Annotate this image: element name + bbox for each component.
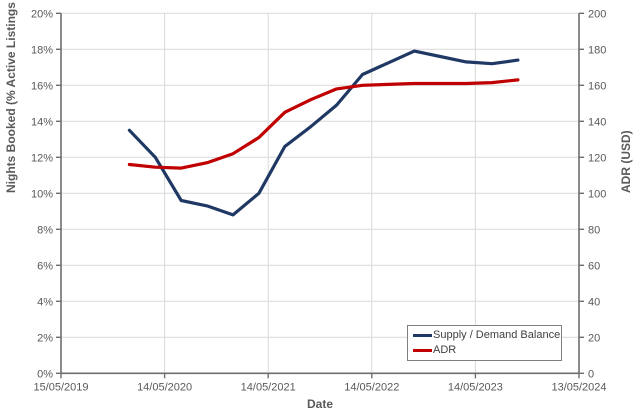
- y-right-tick-label: 0: [588, 368, 594, 380]
- y-left-tick-label: 2%: [37, 332, 53, 344]
- legend-label-supply-demand: Supply / Demand Balance: [433, 329, 561, 341]
- x-tick-label: 14/05/2022: [344, 381, 399, 393]
- y-right-tick-label: 180: [588, 44, 606, 56]
- y-left-tick-label: 6%: [37, 260, 53, 272]
- y-right-tick-label: 40: [588, 296, 600, 308]
- legend: Supply / Demand Balance ADR: [407, 325, 562, 361]
- y-right-tick-label: 100: [588, 188, 606, 200]
- y-right-tick-label: 80: [588, 224, 600, 236]
- y-left-tick-label: 16%: [31, 80, 53, 92]
- y-left-tick-label: 14%: [31, 116, 53, 128]
- y-left-tick-label: 20%: [31, 8, 53, 20]
- legend-swatch-supply-demand: [413, 334, 432, 337]
- y-left-tick-label: 0%: [37, 368, 53, 380]
- x-tick-label: 14/05/2021: [241, 381, 296, 393]
- x-axis-title: Date: [306, 397, 333, 411]
- y-left-tick-label: 10%: [31, 188, 53, 200]
- y-right-tick-label: 140: [588, 116, 606, 128]
- x-tick-label: 13/05/2024: [551, 381, 606, 393]
- y-right-tick-label: 200: [588, 8, 606, 20]
- y-left-tick-label: 8%: [37, 224, 53, 236]
- x-tick-label: 14/05/2023: [448, 381, 503, 393]
- legend-label-adr: ADR: [433, 344, 457, 356]
- series-lines: [127, 49, 520, 217]
- y-left-tick-label: 12%: [31, 152, 53, 164]
- series-line-supply-demand: [127, 49, 520, 217]
- y-right-tick-label: 20: [588, 332, 600, 344]
- y-right-tick-label: 120: [588, 152, 606, 164]
- y-left-tick-label: 4%: [37, 296, 53, 308]
- legend-item-supply-demand: Supply / Demand Balance: [413, 329, 561, 342]
- x-tick-label: 14/05/2020: [137, 381, 192, 393]
- tick-labels: 0% 0 2% 20 4% 40 6% 60 8% 80 10% 100 12% 120 14% 140 16%…: [31, 8, 607, 393]
- legend-item-adr: ADR: [413, 344, 561, 357]
- gridlines: [61, 12, 580, 374]
- legend-swatch-adr: [413, 349, 432, 352]
- series-line-adr: [127, 78, 520, 170]
- x-tick-label: 15/05/2019: [33, 381, 88, 393]
- y-left-tick-label: 18%: [31, 44, 53, 56]
- y-right-tick-label: 160: [588, 80, 606, 92]
- y-right-tick-label: 60: [588, 260, 600, 272]
- axes: [56, 12, 584, 379]
